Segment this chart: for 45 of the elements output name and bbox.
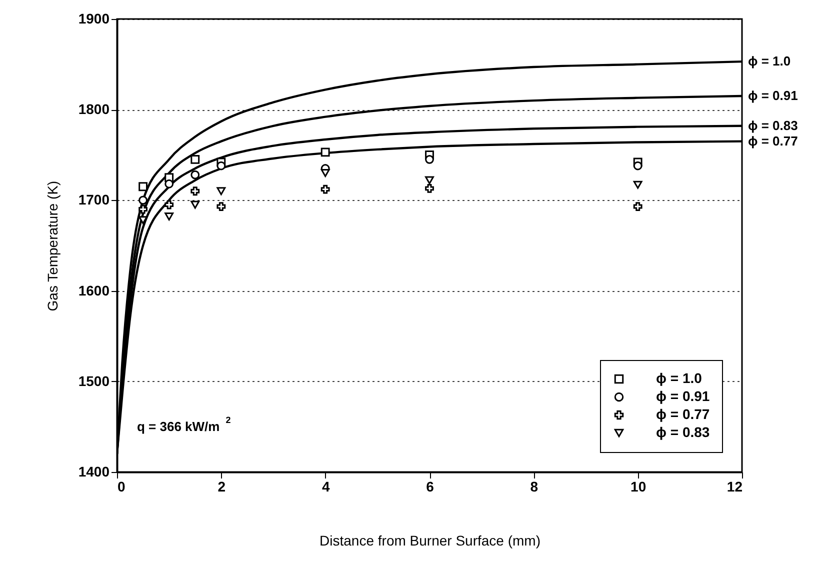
legend-label: ϕ = 0.83 — [656, 424, 710, 440]
point — [190, 154, 200, 164]
y-axis-title: Gas Temperature (K) — [44, 180, 60, 312]
point — [320, 148, 330, 157]
point — [164, 179, 174, 188]
x-tick-label: 8 — [530, 478, 538, 494]
point — [216, 202, 226, 211]
x-tick-label: 2 — [218, 478, 226, 494]
x-tick-label: 4 — [322, 478, 330, 494]
point — [190, 200, 200, 209]
series-label: ϕ = 0.83 — [748, 118, 798, 133]
series-label: ϕ = 0.77 — [748, 133, 798, 148]
x-tick-label: 12 — [726, 478, 743, 494]
point — [138, 204, 148, 214]
point — [190, 170, 200, 180]
point — [216, 161, 226, 170]
y-tick-label: 1600 — [78, 282, 110, 298]
y-tick-label: 1700 — [78, 192, 110, 208]
point — [320, 184, 330, 194]
series-label: ϕ = 1.0 — [748, 54, 791, 69]
point — [190, 186, 200, 196]
y-tick-label: 1500 — [78, 372, 110, 389]
point — [633, 161, 642, 170]
y-tick-label: 1900 — [78, 10, 110, 26]
legend-label: ϕ = 0.77 — [656, 406, 710, 422]
point — [164, 200, 174, 210]
point — [425, 184, 434, 193]
x-tick-label: 10 — [630, 478, 646, 494]
point — [425, 176, 434, 184]
legend-label: ϕ = 1.0 — [656, 370, 702, 386]
y-tick-label: 1800 — [78, 101, 110, 118]
x-axis-title: Distance from Burner Surface (mm) — [320, 532, 540, 548]
point — [633, 202, 642, 211]
point — [164, 212, 174, 220]
point — [633, 180, 642, 189]
point — [138, 182, 148, 192]
point — [216, 187, 226, 196]
point — [320, 169, 330, 177]
x-tick-label: 6 — [426, 478, 434, 494]
point — [425, 154, 434, 164]
point — [138, 196, 148, 205]
y-tick-label: 1400 — [78, 464, 110, 480]
legend-label: ϕ = 0.91 — [656, 388, 710, 404]
x-tick-label: 0 — [118, 478, 126, 494]
series-label: ϕ = 0.91 — [748, 88, 798, 104]
